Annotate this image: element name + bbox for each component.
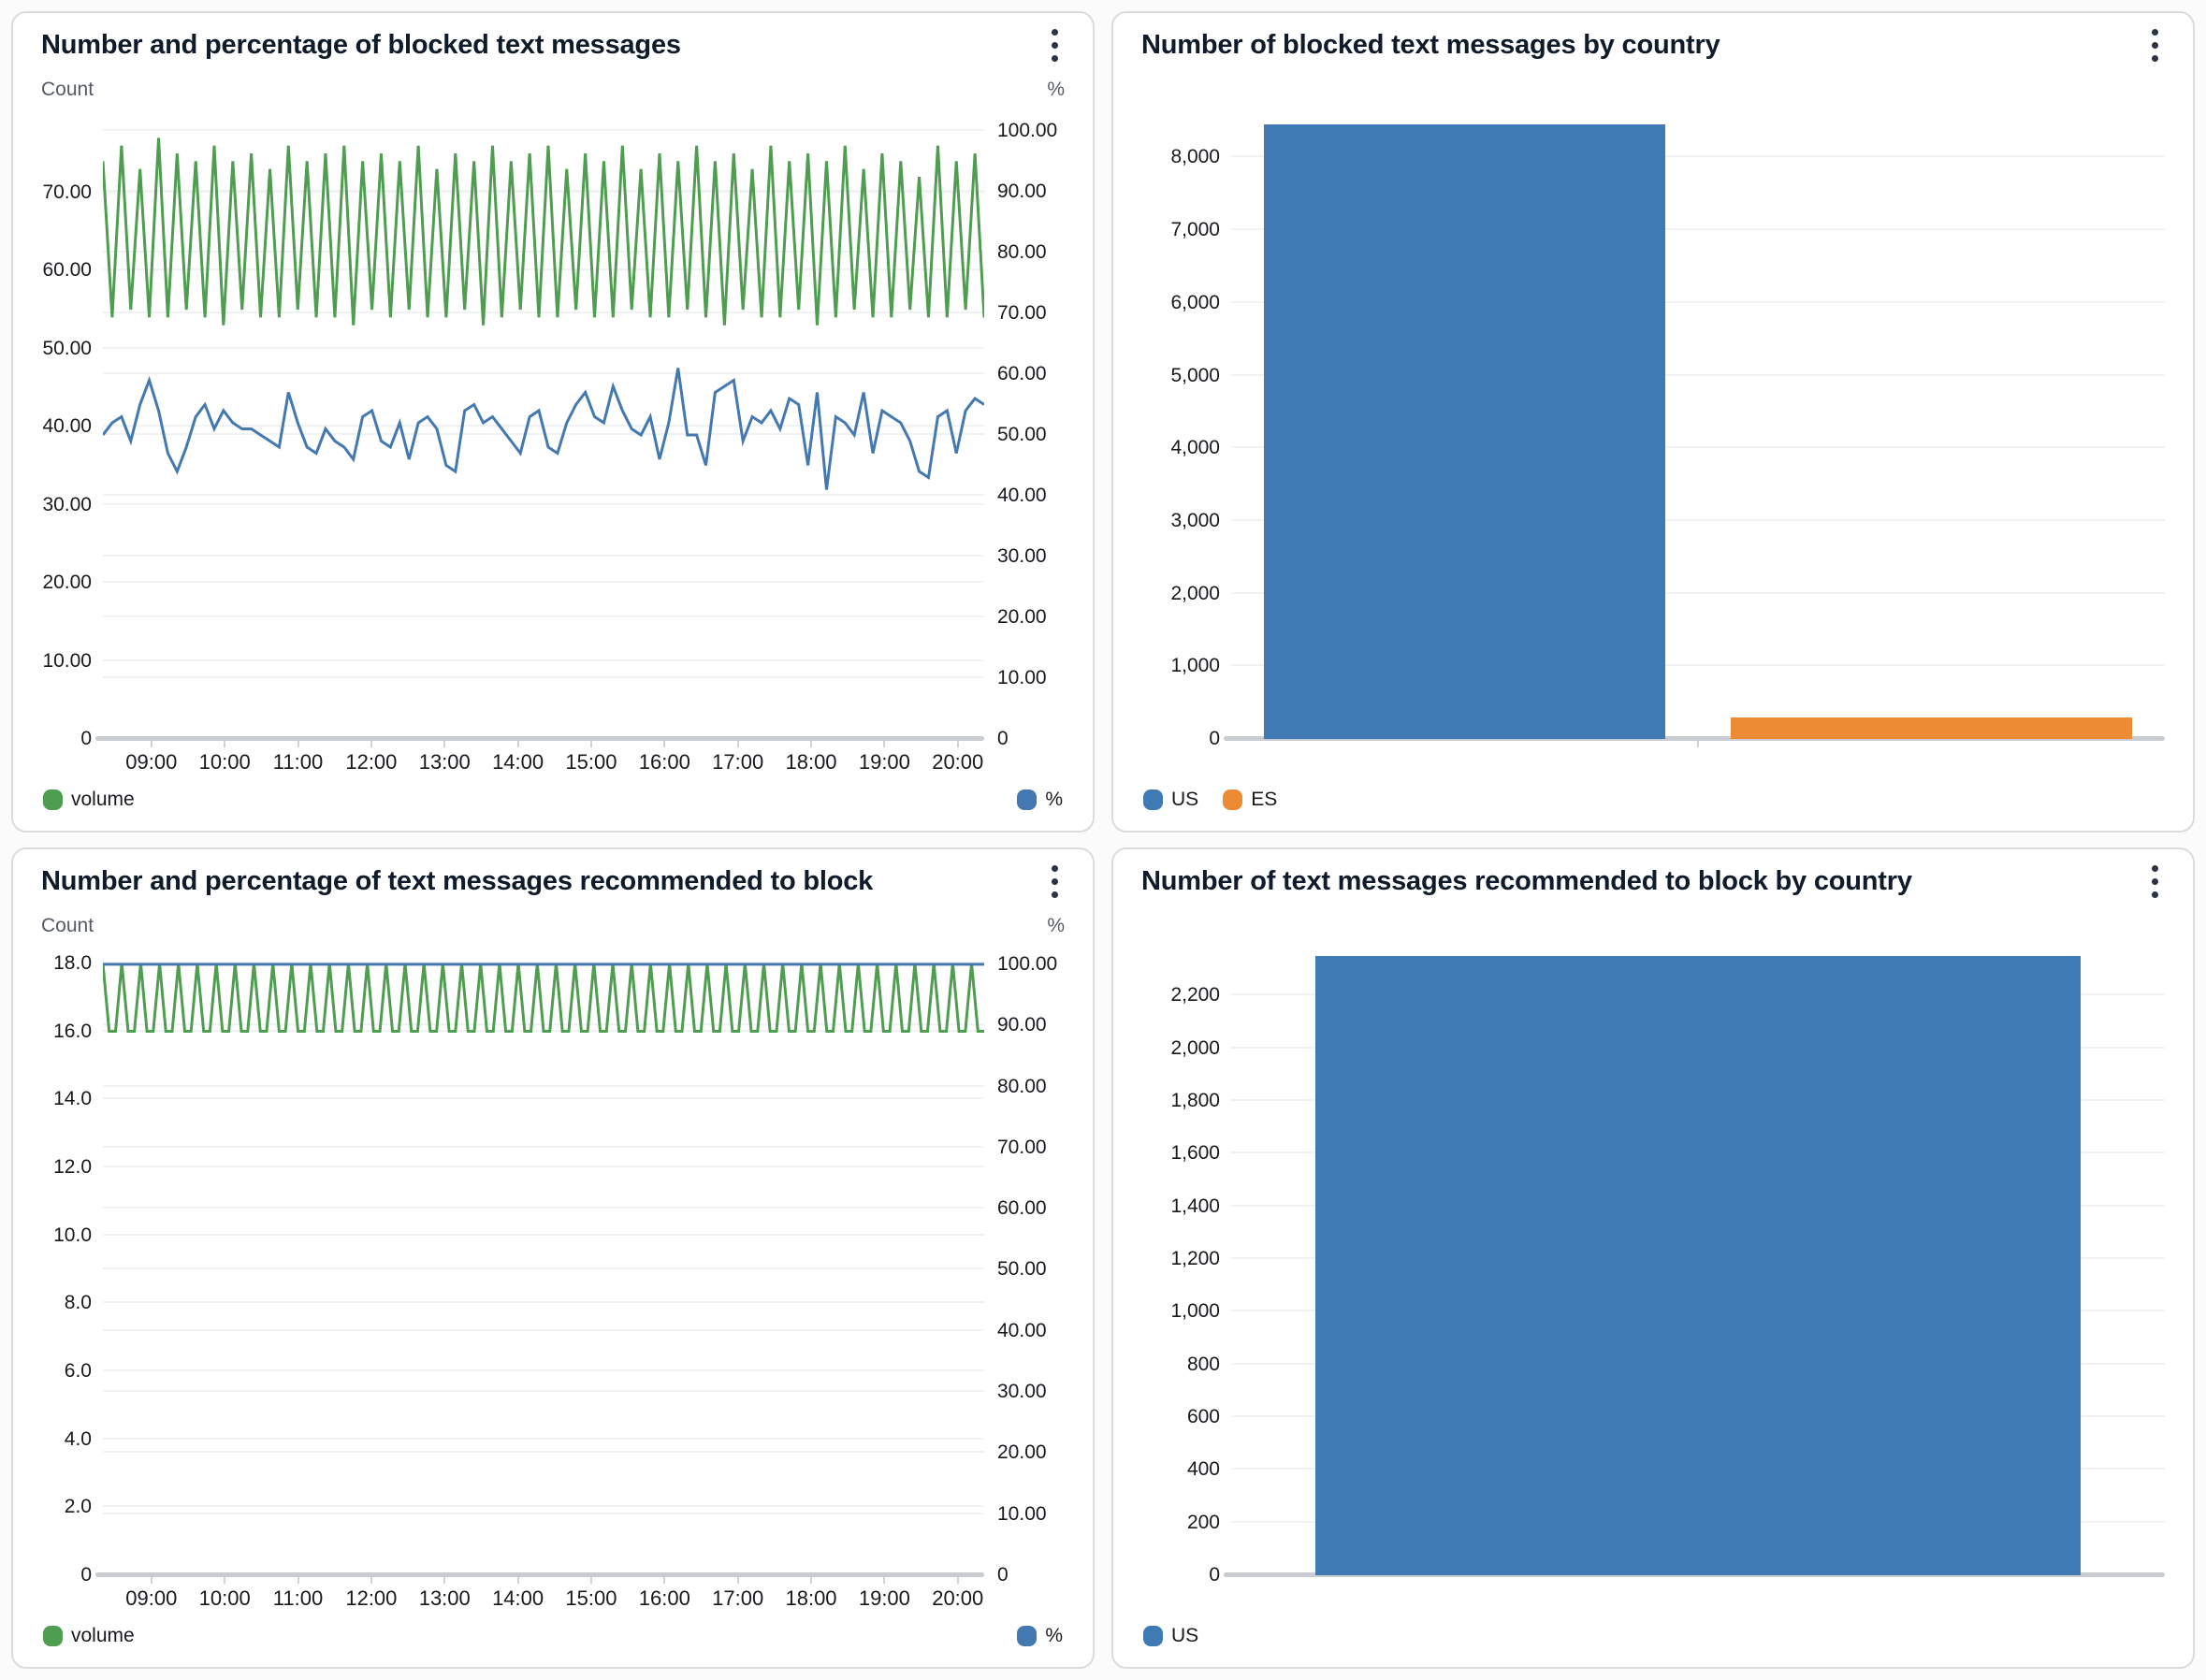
bar-us (1263, 124, 1666, 739)
us-legend-marker (1143, 789, 1163, 810)
axis-caption-row (1141, 79, 2165, 107)
legend-label: % (1045, 1625, 1063, 1646)
chart-area: 8,000 7,000 6,000 5,000 4,000 3,000 2,000 1,000… (1141, 107, 2165, 749)
legend-row: volume % (41, 780, 1065, 819)
legend-label: % (1045, 789, 1063, 810)
right-axis-caption: % (1047, 79, 1065, 100)
bar-chart-plot (1224, 943, 2165, 1577)
legend-label: volume (71, 1625, 135, 1646)
right-axis-ticks: 100.00 90.00 80.00 70.00 60.00 50.00 40.00 30.0… (997, 952, 1058, 1586)
panel-blocked-by-country: Number of blocked text messages by count… (1111, 11, 2195, 833)
legend-item-us[interactable]: US (1143, 789, 1198, 811)
legend-item-percent[interactable]: % (1017, 789, 1063, 811)
series-line-% (103, 369, 984, 490)
legend-item-volume[interactable]: volume (43, 789, 135, 811)
page-title: Number and percentage of text messages r… (41, 866, 874, 896)
legend-label: volume (71, 789, 135, 810)
series-line-volume (103, 963, 984, 1032)
panel-header: Number and percentage of text messages r… (41, 864, 1065, 909)
legend-row: volume % (41, 1616, 1065, 1656)
bar-chart-plot (1224, 107, 2165, 747)
line-chart-plot (95, 107, 984, 747)
legend-row: US ES (1141, 780, 2165, 819)
legend-item-volume[interactable]: volume (43, 1625, 135, 1647)
kebab-menu-icon[interactable] (1038, 862, 1070, 900)
right-axis-caption: % (1047, 915, 1065, 936)
axis-caption-row (1141, 915, 2165, 943)
chart-area: 70.00 60.00 50.00 40.00 30.00 20.00 10.00 0 100… (41, 107, 1065, 749)
x-axis-labels (1141, 1575, 2165, 1616)
x-axis-labels: 09:00 10:00 11:00 12:00 13:00 14:00 15:00 16:00… (125, 750, 984, 774)
bar-es (1730, 717, 2133, 739)
panel-header: Number of text messages recommended to b… (1141, 864, 2165, 909)
x-axis-labels: 09:00 10:00 11:00 12:00 13:00 14:00 15:00 16:00… (125, 1586, 984, 1610)
left-axis-ticks: 70.00 60.00 50.00 40.00 30.00 20.00 10.00 0 (42, 181, 92, 749)
volume-legend-marker (43, 789, 63, 810)
left-axis-caption: Count (41, 79, 94, 100)
left-axis-ticks: 2,200 2,000 1,800 1,600 1,400 1,200 1,000 800 60… (1170, 984, 1220, 1586)
x-axis-labels (1141, 739, 2165, 780)
right-axis-ticks: 100.00 90.00 80.00 70.00 60.00 50.00 40.00 30.0… (997, 120, 1058, 749)
panel-blocked-messages: Number and percentage of blocked text me… (11, 11, 1095, 833)
page-title: Number of text messages recommended to b… (1141, 866, 1912, 896)
volume-legend-marker (43, 1626, 63, 1646)
panel-recommended-block: Number and percentage of text messages r… (11, 847, 1095, 1669)
chart-area: 2,200 2,000 1,800 1,600 1,400 1,200 1,000 800 60… (1141, 943, 2165, 1586)
page-title: Number of blocked text messages by count… (1141, 30, 1720, 60)
chart-area: 18.0 16.0 14.0 12.0 10.0 8.0 6.0 4.0 2.0 0 100.00… (41, 943, 1065, 1586)
left-axis-caption: Count (41, 915, 94, 936)
legend-label: US (1171, 789, 1199, 810)
legend-label: US (1171, 1625, 1199, 1646)
page-title: Number and percentage of blocked text me… (41, 30, 681, 60)
axis-caption-row: Count % (41, 915, 1065, 943)
kebab-menu-icon[interactable] (2139, 26, 2170, 64)
legend-item-es[interactable]: ES (1223, 789, 1277, 811)
kebab-menu-icon[interactable] (2139, 862, 2170, 900)
panel-header: Number and percentage of blocked text me… (41, 28, 1065, 73)
panel-recommended-by-country: Number of text messages recommended to b… (1111, 847, 2195, 1669)
line-chart-plot (95, 943, 984, 1584)
percent-legend-marker (1017, 789, 1038, 810)
legend-item-us[interactable]: US (1143, 1625, 1198, 1647)
legend-item-percent[interactable]: % (1017, 1625, 1063, 1647)
left-axis-ticks: 18.0 16.0 14.0 12.0 10.0 8.0 6.0 4.0 2.0 0 (53, 951, 92, 1586)
us-legend-marker (1143, 1626, 1163, 1646)
legend-label: ES (1251, 789, 1278, 810)
left-axis-ticks: 8,000 7,000 6,000 5,000 4,000 3,000 2,000 1,000… (1170, 146, 1220, 749)
series-line-volume (103, 138, 984, 325)
percent-legend-marker (1017, 1626, 1038, 1646)
es-legend-marker (1223, 789, 1243, 810)
kebab-menu-icon[interactable] (1038, 26, 1070, 64)
bar-us (1314, 956, 2082, 1575)
legend-row: US (1141, 1616, 2165, 1656)
axis-caption-row: Count % (41, 79, 1065, 107)
panel-header: Number of blocked text messages by count… (1141, 28, 2165, 73)
